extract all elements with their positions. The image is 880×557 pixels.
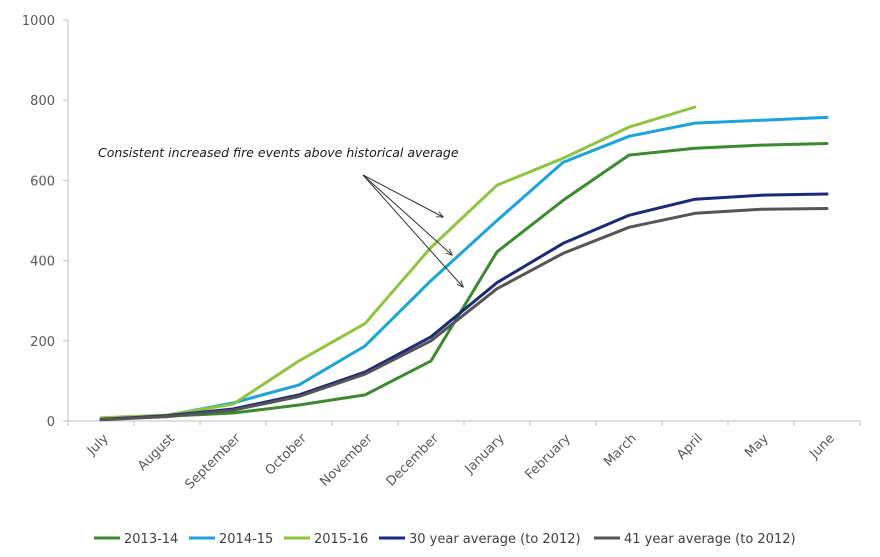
annotation-text: Consistent increased fire events above h… bbox=[98, 145, 459, 160]
x-tick-label: August bbox=[135, 431, 178, 474]
y-axis: 0 200 400 600 800 1000 bbox=[22, 14, 69, 430]
series-line-3 bbox=[99, 105, 697, 420]
y-tick-label: 800 bbox=[30, 94, 55, 109]
x-tick-label: April bbox=[674, 431, 706, 463]
annotation-arrow bbox=[362, 174, 452, 255]
annotation-arrow bbox=[362, 174, 443, 217]
x-tick-label: November bbox=[317, 431, 376, 490]
series-line-1 bbox=[99, 142, 829, 421]
series-line-2 bbox=[99, 115, 829, 421]
x-tick-label: September bbox=[182, 431, 244, 493]
y-tick-label: 400 bbox=[30, 255, 55, 270]
series-line-5 bbox=[99, 207, 829, 422]
legend-label: 30 year average (to 2012) bbox=[409, 532, 581, 547]
x-tick-label: December bbox=[384, 431, 443, 490]
x-tick-label: July bbox=[84, 431, 112, 459]
y-tick-label: 0 bbox=[47, 415, 55, 430]
legend-label: 2015-16 bbox=[314, 532, 368, 547]
y-tick-label: 1000 bbox=[22, 14, 55, 29]
legend-label: 2013-14 bbox=[124, 532, 178, 547]
x-tick-label: October bbox=[262, 431, 310, 479]
legend-label: 41 year average (to 2012) bbox=[624, 532, 796, 547]
x-tick-label: February bbox=[522, 431, 574, 483]
x-tick-label: March bbox=[601, 431, 640, 470]
x-tick-label: May bbox=[742, 431, 772, 461]
legend: 2013-14 2014-15 2015-16 30 year average (to… bbox=[94, 532, 796, 547]
annotation-arrow bbox=[362, 174, 463, 287]
x-tick-label: June bbox=[806, 431, 837, 462]
series-layer bbox=[99, 105, 829, 422]
annotation-layer: Consistent increased fire events above h… bbox=[98, 145, 463, 287]
y-tick-label: 200 bbox=[30, 335, 55, 350]
y-tick-label: 600 bbox=[30, 174, 55, 189]
x-axis: July August September October November Decemb… bbox=[67, 420, 861, 493]
x-tick-label: January bbox=[462, 431, 508, 477]
legend-label: 2014-15 bbox=[219, 532, 273, 547]
